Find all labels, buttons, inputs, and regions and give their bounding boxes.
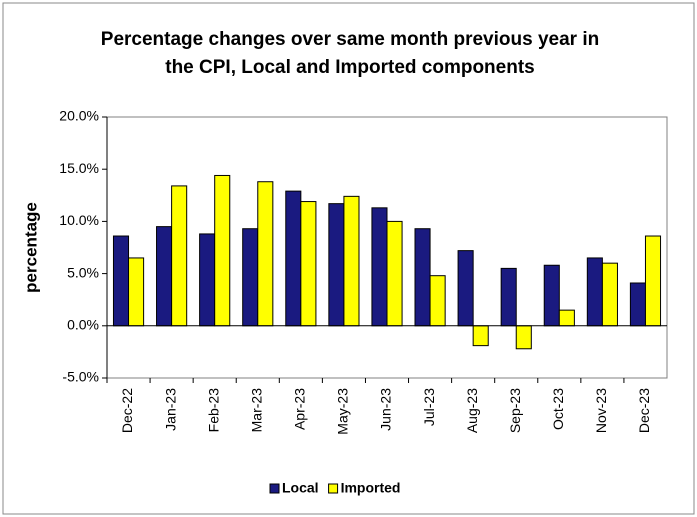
bar (543, 264, 560, 327)
bar (328, 203, 345, 327)
bar (112, 235, 130, 327)
chart-title: Percentage changes over same month previ… (100, 29, 600, 78)
bar (343, 195, 360, 327)
x-tick-label: Jun-23 (378, 388, 394, 431)
y-tick-label: 10.0% (59, 212, 99, 228)
bar (586, 257, 603, 327)
legend-label: Local (282, 480, 319, 496)
bar (601, 262, 618, 327)
x-tick-label: Aug-23 (464, 388, 480, 433)
legend-swatch (328, 483, 339, 494)
x-tick-label: Jul-23 (421, 388, 437, 426)
y-tick-label: 20.0% (59, 108, 99, 124)
y-tick-label: -5.0% (62, 369, 99, 385)
bar (171, 185, 188, 327)
bar (128, 257, 145, 327)
x-tick-label: Nov-23 (593, 388, 609, 433)
legend-swatch (269, 483, 280, 494)
x-tick-label: May-23 (335, 388, 351, 435)
y-tick-label: 5.0% (67, 264, 99, 280)
y-tick-label: 15.0% (59, 160, 99, 176)
legend-label: Imported (341, 480, 401, 496)
bar (242, 228, 259, 327)
x-tick-label: Mar-23 (248, 388, 264, 433)
bar (371, 207, 388, 327)
bar (414, 228, 431, 327)
x-tick-label: Feb-23 (205, 388, 221, 433)
x-tick-label: Dec-22 (119, 388, 135, 433)
y-tick-label: 0.0% (67, 317, 99, 333)
x-tick-label: Oct-23 (550, 388, 566, 430)
bar (644, 235, 662, 327)
x-tick-label: Dec-23 (636, 388, 652, 433)
x-tick-label: Jan-23 (162, 388, 178, 431)
bar (199, 233, 216, 327)
bar (558, 309, 575, 327)
bar (156, 226, 173, 327)
bar (457, 250, 474, 327)
y-axis-label: percentage (21, 202, 40, 293)
bar (285, 190, 302, 327)
bar (472, 325, 489, 347)
bar (429, 275, 446, 327)
bar (386, 220, 403, 327)
bar (629, 282, 646, 327)
bar (257, 181, 274, 327)
bar (214, 174, 231, 327)
x-tick-label: Sep-23 (507, 388, 523, 433)
bar (515, 325, 532, 350)
x-tick-label: Apr-23 (292, 388, 308, 430)
bar (300, 201, 317, 327)
bar (500, 267, 517, 327)
